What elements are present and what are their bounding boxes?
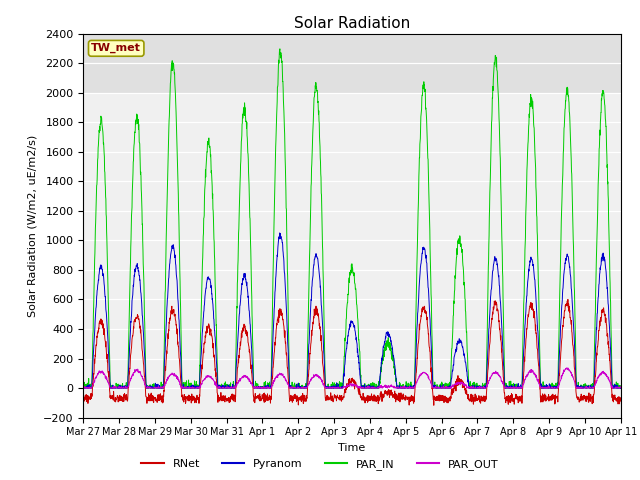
- RNet: [585, 399, 593, 405]
- Pyranom: [79, 385, 87, 391]
- RNet: [570, 352, 577, 358]
- PAR_OUT: [570, 376, 577, 382]
- Pyranom: [509, 385, 516, 391]
- Pyranom: [380, 345, 387, 350]
- Line: RNet: RNet: [83, 300, 621, 405]
- PAR_OUT: [563, 365, 571, 371]
- PAR_IN: [570, 243, 577, 249]
- RNet: [508, 392, 516, 397]
- RNet: [367, 393, 375, 399]
- PAR_OUT: [508, 385, 516, 391]
- Bar: [83, 34, 621, 93]
- Line: PAR_IN: PAR_IN: [83, 49, 621, 388]
- PAR_OUT: [79, 385, 87, 391]
- Line: Pyranom: Pyranom: [83, 233, 621, 388]
- PAR_OUT: [584, 385, 592, 391]
- Text: TW_met: TW_met: [92, 43, 141, 53]
- PAR_IN: [229, 385, 237, 391]
- Title: Solar Radiation: Solar Radiation: [294, 16, 410, 31]
- RNet: [564, 297, 572, 302]
- Pyranom: [585, 384, 593, 389]
- Pyranom: [570, 327, 577, 333]
- Line: PAR_OUT: PAR_OUT: [83, 368, 621, 388]
- PAR_IN: [79, 385, 87, 391]
- Y-axis label: Solar Radiation (W/m2, uE/m2/s): Solar Radiation (W/m2, uE/m2/s): [28, 134, 37, 317]
- RNet: [617, 397, 625, 403]
- RNet: [79, 397, 87, 403]
- Pyranom: [79, 385, 87, 391]
- Pyranom: [368, 385, 376, 391]
- PAR_IN: [368, 385, 376, 391]
- Pyranom: [230, 385, 237, 391]
- RNet: [430, 402, 438, 408]
- Pyranom: [276, 230, 284, 236]
- PAR_IN: [584, 384, 592, 389]
- Legend: RNet, Pyranom, PAR_IN, PAR_OUT: RNet, Pyranom, PAR_IN, PAR_OUT: [137, 455, 503, 474]
- PAR_OUT: [229, 385, 237, 391]
- PAR_OUT: [379, 384, 387, 389]
- PAR_IN: [276, 46, 284, 52]
- RNet: [229, 396, 237, 401]
- RNet: [379, 392, 387, 398]
- PAR_OUT: [617, 384, 625, 389]
- PAR_IN: [380, 354, 387, 360]
- X-axis label: Time: Time: [339, 443, 365, 453]
- Pyranom: [617, 385, 625, 391]
- PAR_IN: [508, 382, 516, 387]
- PAR_OUT: [367, 385, 375, 391]
- PAR_IN: [617, 385, 625, 391]
